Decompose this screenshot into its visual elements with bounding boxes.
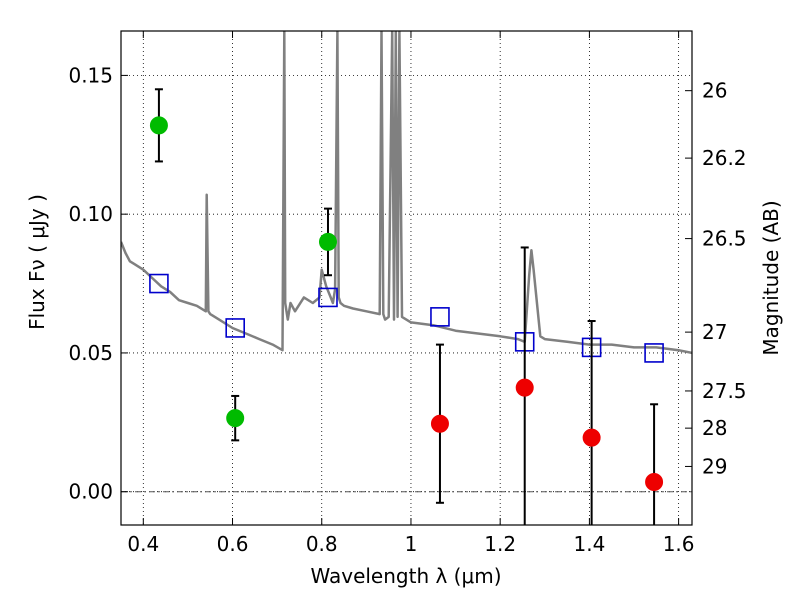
detection-point: [149, 116, 168, 135]
model-spectrum-line: [121, 31, 692, 355]
x-tick-label: 0.8: [306, 532, 338, 556]
plot-area: [121, 31, 692, 525]
model-photometry-point: [225, 318, 245, 338]
model-photometry-point: [149, 273, 169, 294]
upper-limit-point: [430, 414, 449, 433]
y-axis-label: Flux Fν ( μJy ): [25, 194, 49, 330]
y-tick-label: 0.00: [68, 480, 113, 504]
x-axis-label: Wavelength λ (μm): [310, 564, 501, 588]
y2-tick-label: 26.2: [702, 146, 747, 170]
upper-limit-point: [582, 428, 601, 447]
y2-tick-label: 28: [702, 416, 727, 440]
x-tick-label: 1.4: [573, 532, 605, 556]
upper-limit-point: [645, 472, 664, 491]
model-photometry-point: [430, 307, 450, 327]
x-tick-label: 0.6: [217, 532, 249, 556]
y-tick-label: 0.05: [68, 341, 113, 365]
x-tick-label: 1: [405, 532, 418, 556]
axis-ticks: 0.4 0.6 0.8 1 1.2 1.4 1.6 0.00 0.05 0.10 0.15 26 26.…: [68, 31, 747, 556]
y-tick-label: 0.10: [68, 202, 113, 226]
y-tick-label: 0.15: [68, 63, 113, 87]
x-tick-label: 1.2: [484, 532, 516, 556]
y2-axis-label: Magnitude (AB): [759, 200, 783, 355]
y2-tick-label: 26: [702, 79, 727, 103]
y2-tick-label: 29: [702, 454, 727, 478]
x-tick-label: 1.6: [663, 532, 695, 556]
x-tick-label: 0.4: [127, 532, 159, 556]
detection-point: [318, 232, 337, 251]
y2-tick-label: 27.5: [702, 379, 747, 403]
upper-limit-point: [515, 378, 534, 397]
y2-tick-label: 27: [702, 320, 727, 344]
plot-frame: [120, 30, 693, 526]
model-photometry-point: [318, 287, 338, 308]
y2-tick-label: 26.5: [702, 227, 747, 251]
detection-point: [226, 409, 245, 428]
model-photometry-point: [644, 343, 664, 363]
